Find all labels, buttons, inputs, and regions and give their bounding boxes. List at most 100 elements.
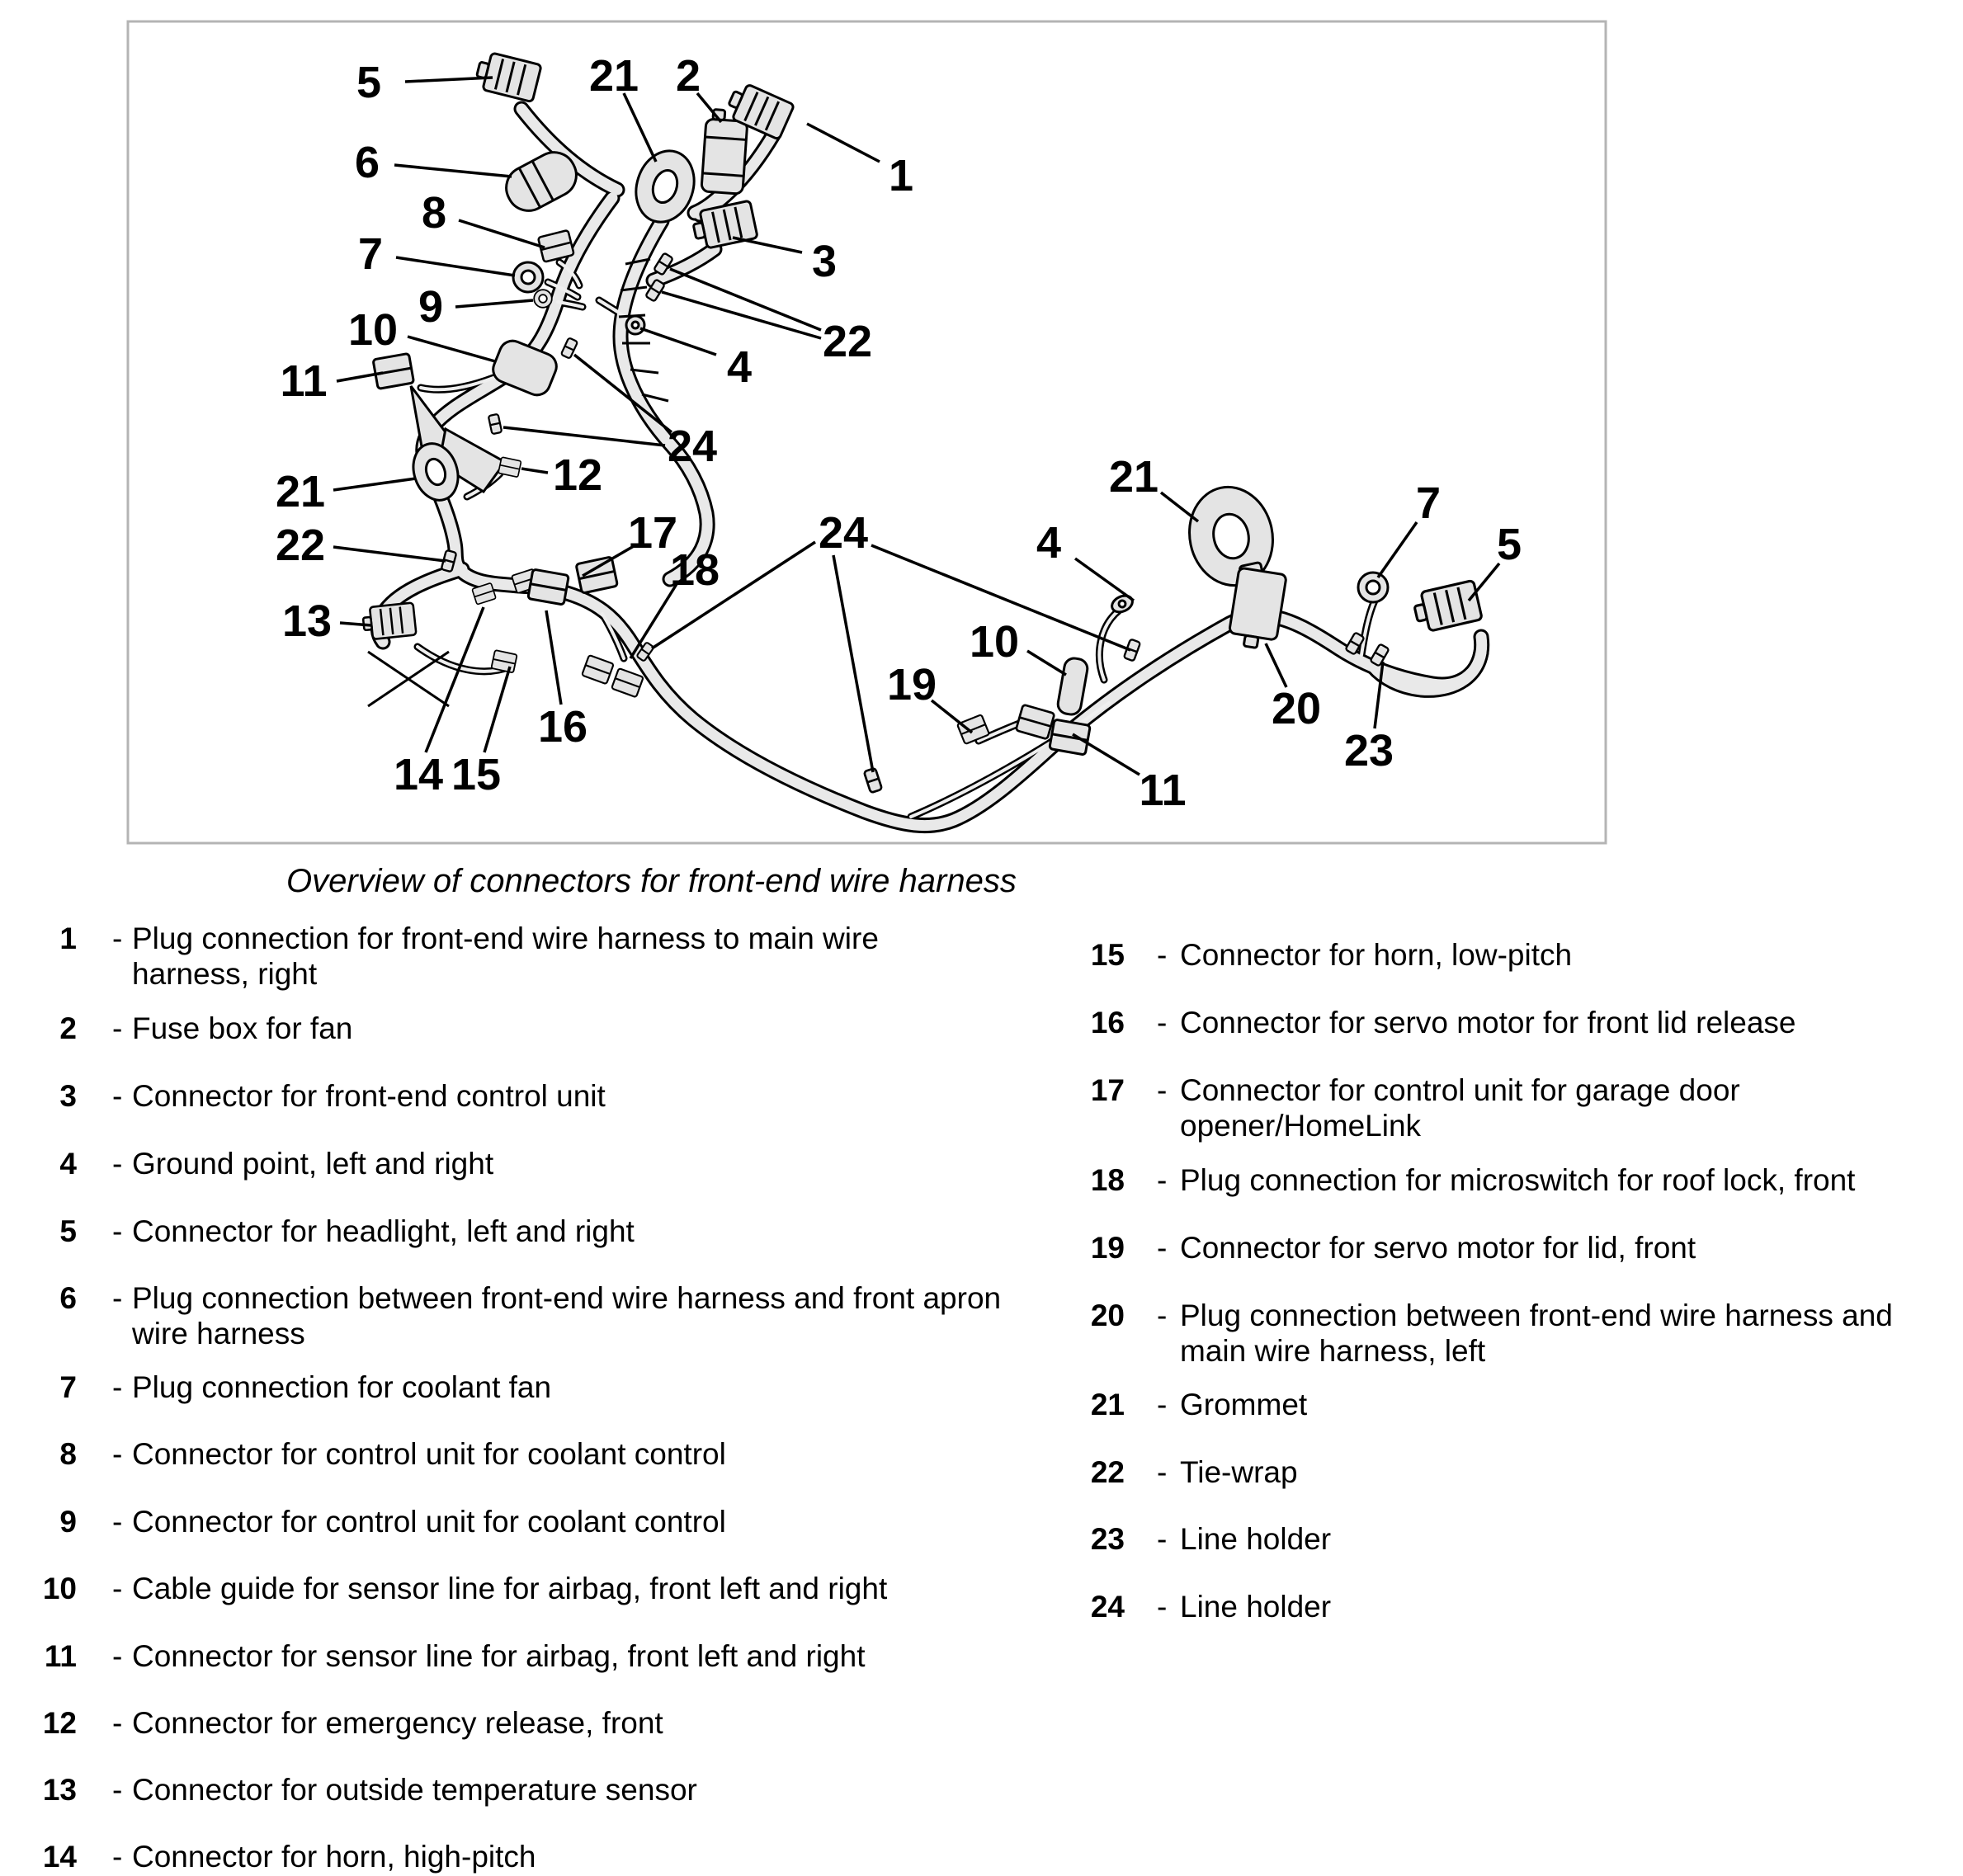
leader-line xyxy=(1072,733,1140,776)
leader-line xyxy=(669,267,822,332)
legend-item-text: Connector for sensor line for airbag, fr… xyxy=(132,1639,866,1673)
callout-number-12: 12 xyxy=(553,450,602,500)
legend-item-number: 13 xyxy=(42,1773,77,1807)
ground-point-left xyxy=(625,314,646,336)
legend-item-number: 23 xyxy=(1090,1522,1125,1556)
leader-line xyxy=(1373,661,1385,729)
legend-item-dash: - xyxy=(1157,1590,1168,1624)
legend-item-number: 4 xyxy=(59,1147,77,1181)
legend-item-text: Connector for emergency release, front xyxy=(132,1706,663,1740)
legend-item-text: Ground point, left and right xyxy=(132,1147,494,1181)
legend-item-text: Connector for horn, low-pitch xyxy=(1180,938,1573,972)
grommet-top xyxy=(635,149,696,224)
legend-item-text: Connector for control unit for coolant c… xyxy=(132,1505,726,1539)
legend-item-number: 2 xyxy=(59,1011,77,1045)
legend-item-dash: - xyxy=(112,1706,123,1740)
leader-line xyxy=(930,699,974,734)
callout-number-5: 5 xyxy=(1497,520,1522,569)
callout-number-7: 7 xyxy=(358,229,383,279)
front-apron-plug-connection xyxy=(505,151,578,212)
leader-line xyxy=(404,76,493,83)
callout-number-16: 16 xyxy=(538,702,587,752)
leader-line xyxy=(395,256,516,277)
leader-line xyxy=(661,290,822,340)
legend-item-dash: - xyxy=(112,1840,123,1874)
leader-line xyxy=(483,666,512,753)
legend-item-text: Plug connection between front-end wire h… xyxy=(132,1281,1002,1350)
airbag-sensor-connector-left xyxy=(371,351,416,390)
garage-door-connector-a xyxy=(526,568,570,606)
leader-line xyxy=(629,583,678,659)
legend-item-number: 3 xyxy=(59,1079,77,1113)
legend-item-text: Plug connection between front-end wire h… xyxy=(1180,1299,1893,1368)
airbag-cable-guide-right xyxy=(1056,657,1089,716)
legend-item-text: Connector for outside temperature sensor xyxy=(132,1773,697,1807)
callout-number-1: 1 xyxy=(889,151,913,200)
legend-item-dash: - xyxy=(112,1505,123,1539)
harness-path-inner xyxy=(556,300,584,309)
callout-number-11: 11 xyxy=(1139,766,1186,815)
leader-line xyxy=(806,122,880,163)
main-harness-plug-left xyxy=(1228,567,1287,649)
callout-number-20: 20 xyxy=(1272,684,1321,733)
legend-item-number: 12 xyxy=(42,1706,77,1740)
harness-path-inner xyxy=(648,243,720,286)
callout-number-4: 4 xyxy=(1036,518,1061,568)
leader-line xyxy=(339,621,372,627)
callout-number-15: 15 xyxy=(451,750,501,799)
callout-number-22: 22 xyxy=(823,317,872,366)
legend-item-text: Cable guide for sensor line for airbag, … xyxy=(132,1572,888,1605)
harness-path-inner xyxy=(546,280,579,299)
legend-item-number: 21 xyxy=(1090,1388,1125,1421)
callout-number-14: 14 xyxy=(394,750,443,799)
legend-item-number: 14 xyxy=(42,1840,77,1874)
legend-item-number: 15 xyxy=(1090,938,1125,972)
harness-path-inner xyxy=(601,612,625,660)
leader-line xyxy=(582,544,635,577)
leader-line xyxy=(1074,557,1135,602)
legend-item-dash: - xyxy=(112,1572,123,1605)
callout-number-9: 9 xyxy=(418,282,443,332)
legend-item-number: 7 xyxy=(59,1370,77,1404)
legend-item-text: Connector for servo motor for front lid … xyxy=(1180,1006,1796,1039)
legend-item-dash: - xyxy=(112,1437,123,1471)
legend-item-text: Connector for servo motor for lid, front xyxy=(1180,1231,1696,1265)
legend-item-number: 6 xyxy=(59,1281,77,1315)
legend-item-dash: - xyxy=(112,1214,123,1248)
legend-item-dash: - xyxy=(112,1773,123,1807)
horn-low-pitch-connector xyxy=(490,649,518,674)
figure-border xyxy=(126,20,1607,845)
legend-item-text: Fuse box for fan xyxy=(132,1011,353,1045)
legend-item-dash: - xyxy=(1157,1455,1168,1489)
grommet-middle xyxy=(412,442,460,502)
legend-item-dash: - xyxy=(1157,1299,1168,1332)
coolant-control-connector-2 xyxy=(533,289,553,309)
legend-item-text: Connector for control unit for coolant c… xyxy=(132,1437,726,1471)
leader-line xyxy=(732,236,803,254)
leader-line xyxy=(394,163,512,178)
harness-path-inner xyxy=(558,261,581,287)
leader-line xyxy=(639,327,717,356)
legend-item-text: Plug connection for front-end wire harne… xyxy=(132,922,879,991)
callout-number-24: 24 xyxy=(668,422,717,471)
callout-number-23: 23 xyxy=(1344,726,1394,775)
callout-number-19: 19 xyxy=(887,660,937,709)
legend-item-text: Line holder xyxy=(1180,1522,1332,1556)
leader-line xyxy=(545,610,563,705)
legend-item-dash: - xyxy=(112,922,123,955)
leader-line xyxy=(1159,491,1200,523)
harness-path-inner xyxy=(615,215,713,585)
legend-item-text: Plug connection for coolant fan xyxy=(132,1370,552,1404)
leader-line xyxy=(503,426,666,447)
callout-number-5: 5 xyxy=(356,58,381,107)
legend-item-dash: - xyxy=(112,1281,123,1315)
legend-item-number: 24 xyxy=(1090,1590,1125,1624)
legend-item-number: 5 xyxy=(59,1214,77,1248)
leader-line xyxy=(832,554,875,773)
callout-number-10: 10 xyxy=(348,305,398,355)
leader-line xyxy=(407,335,496,363)
callout-number-10: 10 xyxy=(970,617,1019,667)
leader-line xyxy=(521,467,549,474)
